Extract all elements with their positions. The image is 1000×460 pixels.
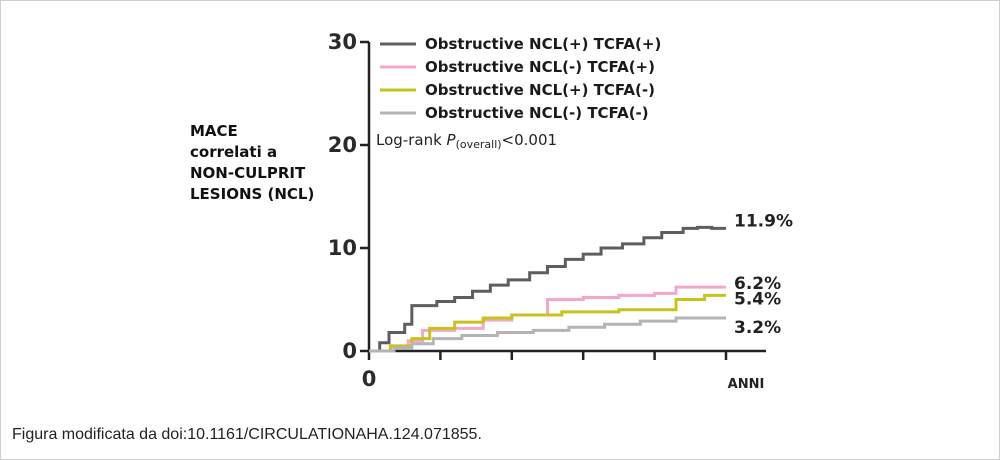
- end-value-label: 5.4%: [734, 289, 781, 309]
- series-line: [369, 316, 726, 353]
- y-tick-label: 20: [328, 133, 357, 157]
- logrank-annotation: Log-rank P(overall)<0.001: [376, 131, 557, 151]
- annotation-suffix: <0.001: [502, 131, 558, 149]
- y-tick-label: 30: [328, 30, 357, 54]
- annotation-p: P: [447, 131, 457, 149]
- annotation-sub: (overall): [456, 138, 502, 151]
- legend-label: Obstructive NCL(-) TCFA(+): [425, 58, 655, 76]
- legend-label: Obstructive NCL(+) TCFA(-): [425, 81, 655, 99]
- series-line: [369, 293, 726, 353]
- end-value-label: 6.2%: [734, 274, 781, 294]
- axes: 0 10 20 30 0: [328, 30, 766, 391]
- series-line: [369, 225, 726, 353]
- y-tick-label: 0: [342, 339, 357, 363]
- annotation-prefix: Log-rank: [376, 131, 447, 149]
- legend: Obstructive NCL(+) TCFA(+) Obstructive NC…: [380, 35, 661, 122]
- series-line: [369, 285, 726, 353]
- end-value-label: 11.9%: [734, 211, 793, 231]
- end-value-label: 3.2%: [734, 318, 781, 338]
- y-tick-label: 10: [328, 236, 357, 260]
- y-axis-label: MACE correlati a NON-CULPRIT LESIONS (NC…: [190, 122, 315, 203]
- x-tick-label: 0: [362, 367, 377, 391]
- x-unit-label: ANNI: [728, 377, 765, 392]
- figure-caption: Figura modificata da doi:10.1161/CIRCULA…: [12, 426, 482, 443]
- legend-label: Obstructive NCL(-) TCFA(-): [425, 104, 649, 122]
- series-layer: 11.9% 6.2%5.4% 3.2%: [369, 211, 793, 353]
- legend-label: Obstructive NCL(+) TCFA(+): [425, 35, 661, 53]
